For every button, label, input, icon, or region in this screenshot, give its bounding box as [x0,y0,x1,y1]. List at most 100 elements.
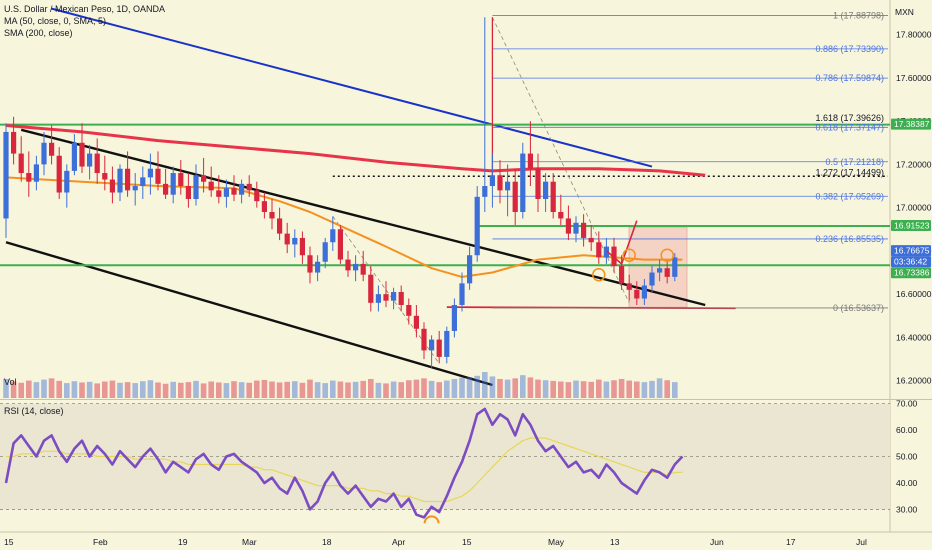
price-label-bg-2 [891,245,931,257]
candle-body-62 [474,196,480,256]
candle-body-79 [603,246,609,258]
candle-body-58 [444,330,450,357]
candle-body-28 [216,190,222,197]
volume-bar-53 [406,380,412,398]
currency-badge[interactable]: MXN [895,7,914,17]
volume-bar-62 [474,375,480,398]
rsi-ma-line [6,437,683,503]
candle-body-9 [71,142,77,171]
fib-label-2: 0.786 (17.59874) [815,73,884,83]
candle-body-4 [33,164,39,182]
candle-body-22 [170,173,176,195]
price-tick-0: 17.80000 [896,30,932,40]
volume-bar-6 [48,378,55,398]
candle-body-5 [41,142,47,165]
candle-body-6 [49,142,55,156]
candle-body-85 [649,272,655,286]
price-tick-6: 16.60000 [896,289,932,299]
candle-body-21 [163,183,169,195]
candle-body-72 [550,181,556,212]
volume-bar-3 [26,380,32,398]
candle-body-59 [451,304,457,331]
candle-body-46 [353,263,359,271]
volume-bar-9 [71,381,78,398]
rsi-tick-4: 30.00 [896,504,918,514]
volume-legend: Vol [4,377,17,387]
price-tick-4: 17.00000 [896,203,932,213]
price-label-2: 16.76675 [891,245,931,257]
volume-bar-54 [413,379,420,398]
candle-body-44 [337,229,343,260]
volume-bar-27 [208,381,214,398]
symbol-title: U.S. Dollar / Mexican Peso, 1D, OANDA [4,4,166,14]
time-tick-1: Feb [93,537,108,547]
candle-body-71 [543,181,549,199]
volume-bar-8 [64,383,70,398]
volume-bar-67 [512,378,518,398]
candle-body-18 [140,177,146,187]
volume-bar-42 [322,383,328,398]
candle-body-35 [269,211,275,219]
candle-body-16 [125,168,131,191]
candle-body-86 [657,268,663,273]
volume-bar-38 [292,381,298,398]
volume-bar-43 [330,380,336,398]
volume-bar-17 [132,383,138,398]
candle-body-61 [467,255,473,284]
volume-bar-71 [542,380,549,398]
candle-body-30 [231,188,237,195]
volume-bar-59 [451,378,458,398]
candle-body-41 [315,261,321,273]
volume-bar-16 [124,382,131,398]
volume-bar-73 [558,381,564,398]
fib-label-6: 0.236 (16.85535) [815,234,884,244]
volume-bar-87 [664,380,670,398]
volume-bar-82 [626,380,632,398]
price-label-text-0: 17.38387 [894,119,930,129]
volume-bar-68 [520,375,526,398]
reversal-marker [605,220,638,266]
sma200-legend: SMA (200, close) [4,28,73,38]
candle-body-37 [284,233,290,245]
channel-upper-line [20,128,706,307]
volume-bar-84 [641,382,648,398]
candle-body-73 [558,211,564,219]
fib-label-4: 0.5 (17.21218) [825,157,884,167]
volume-bar-37 [284,381,290,398]
volume-bar-69 [527,377,534,398]
volume-bar-35 [269,381,275,398]
time-tick-5: Apr [392,537,405,547]
candle-body-39 [299,237,305,256]
candle-body-11 [87,153,93,167]
price-label-0: 17.38387 [891,118,931,130]
time-tick-11: Jul [856,537,867,547]
volume-bar-83 [634,381,640,398]
volume-bar-32 [246,382,252,398]
candle-body-81 [619,266,625,284]
time-tick-0: 15 [4,537,14,547]
volume-bar-47 [360,380,366,398]
volume-bar-25 [193,380,199,398]
fib-label-1: 0.886 (17.73390) [815,44,884,54]
volume-bar-10 [79,382,85,398]
time-tick-9: Jun [710,537,724,547]
volume-bar-44 [337,381,344,398]
fib-label-0: 1 (17.88798) [833,11,884,21]
candle-body-70 [535,168,541,199]
volume-bar-55 [421,378,427,398]
candle-body-17 [132,186,138,191]
candle-body-84 [641,285,647,299]
candle-body-10 [79,142,85,167]
volume-bar-52 [398,382,404,398]
volume-bar-79 [603,381,610,398]
candle-body-65 [497,175,503,191]
volume-bar-74 [565,382,572,398]
candle-body-20 [155,168,161,184]
volume-bar-2 [18,382,24,398]
candle-body-88 [672,257,678,277]
volume-bar-20 [155,382,161,398]
volume-bar-65 [497,378,503,398]
volume-bar-86 [656,378,663,398]
